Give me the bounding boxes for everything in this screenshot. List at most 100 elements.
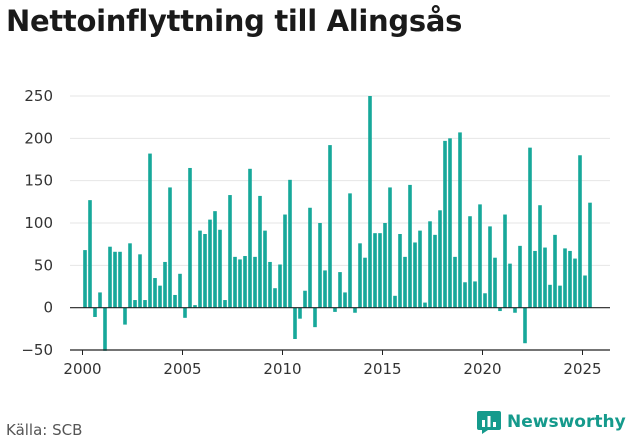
bar xyxy=(198,230,202,308)
bar xyxy=(243,256,247,308)
bar xyxy=(378,233,382,308)
bar xyxy=(463,282,467,308)
bar xyxy=(518,245,522,308)
bar xyxy=(273,288,277,308)
bar xyxy=(368,96,372,308)
y-tick-label: 250 xyxy=(24,87,53,105)
bar xyxy=(383,223,387,308)
bar xyxy=(413,242,417,308)
bar xyxy=(153,278,157,308)
bar xyxy=(363,257,367,308)
bar xyxy=(143,300,147,308)
bar xyxy=(123,307,127,325)
bar xyxy=(573,258,577,308)
bar xyxy=(168,187,172,308)
x-tick-label: 2000 xyxy=(63,360,101,378)
newsworthy-logo[interactable]: Newsworthy xyxy=(476,409,626,435)
bar xyxy=(283,214,287,308)
x-tick-label: 2015 xyxy=(363,360,401,378)
x-tick-label: 2025 xyxy=(563,360,601,378)
bar xyxy=(303,290,307,308)
bar xyxy=(538,205,542,308)
bar xyxy=(238,259,242,308)
bar xyxy=(523,307,527,344)
bar xyxy=(423,302,427,308)
bar xyxy=(528,147,532,308)
bar xyxy=(443,140,447,308)
bar xyxy=(203,234,207,308)
bar xyxy=(488,226,492,308)
bar xyxy=(173,294,177,308)
bar xyxy=(453,256,457,308)
bar xyxy=(458,132,462,308)
bar xyxy=(268,261,272,308)
bar xyxy=(533,250,537,308)
bar xyxy=(483,293,487,308)
brand-name: Newsworthy xyxy=(507,412,626,432)
y-tick-label: 200 xyxy=(24,129,53,147)
bar xyxy=(188,167,192,308)
x-axis-tick-labels: 2000 2005 2010 2015 2020 2025 xyxy=(63,350,602,378)
bar xyxy=(498,307,502,312)
bar xyxy=(358,243,362,308)
bar xyxy=(253,256,257,308)
x-tick-label: 2010 xyxy=(263,360,301,378)
bar xyxy=(333,307,337,312)
bar xyxy=(408,184,412,308)
bar xyxy=(328,145,332,308)
bar xyxy=(93,307,97,317)
bar xyxy=(393,295,397,308)
bar xyxy=(343,292,347,308)
bar xyxy=(263,230,267,308)
bar xyxy=(158,285,162,308)
bar xyxy=(448,138,452,308)
bar xyxy=(543,247,547,308)
chart-title: Nettoinflyttning till Alingsås xyxy=(6,4,463,38)
bar xyxy=(548,284,552,308)
bar xyxy=(208,219,212,308)
bar xyxy=(503,214,507,308)
bar xyxy=(228,195,232,308)
bar xyxy=(508,263,512,308)
x-tick-label: 2020 xyxy=(463,360,501,378)
bar xyxy=(163,261,167,308)
bar xyxy=(513,307,517,313)
y-tick-label: 0 xyxy=(43,299,53,317)
bars xyxy=(83,96,592,351)
bar xyxy=(373,233,377,308)
axes xyxy=(70,307,610,351)
bar xyxy=(433,234,437,308)
bar xyxy=(588,202,592,308)
bar xyxy=(178,273,182,308)
y-tick-label: −50 xyxy=(21,341,53,359)
y-tick-label: 150 xyxy=(24,172,53,190)
bar xyxy=(118,251,122,308)
bar xyxy=(353,307,357,313)
bar xyxy=(213,211,217,308)
bar xyxy=(88,200,92,308)
bar xyxy=(563,248,567,308)
x-tick-label: 2005 xyxy=(163,360,201,378)
bar xyxy=(223,300,227,308)
bar xyxy=(138,254,142,308)
bar xyxy=(278,264,282,308)
bar xyxy=(308,207,312,308)
bar xyxy=(128,243,132,308)
bar xyxy=(103,307,107,351)
bar xyxy=(473,281,477,308)
bar xyxy=(478,204,482,308)
bar xyxy=(348,193,352,308)
bar xyxy=(258,195,262,308)
bar xyxy=(313,307,317,328)
bar xyxy=(83,250,87,308)
bar xyxy=(98,292,102,308)
bar xyxy=(428,221,432,308)
bar xyxy=(108,246,112,308)
bar xyxy=(218,229,222,308)
bar xyxy=(553,234,557,308)
bar xyxy=(578,155,582,308)
bar xyxy=(583,275,587,308)
bar xyxy=(193,305,197,308)
newsworthy-chart-bubble-icon xyxy=(477,411,501,434)
